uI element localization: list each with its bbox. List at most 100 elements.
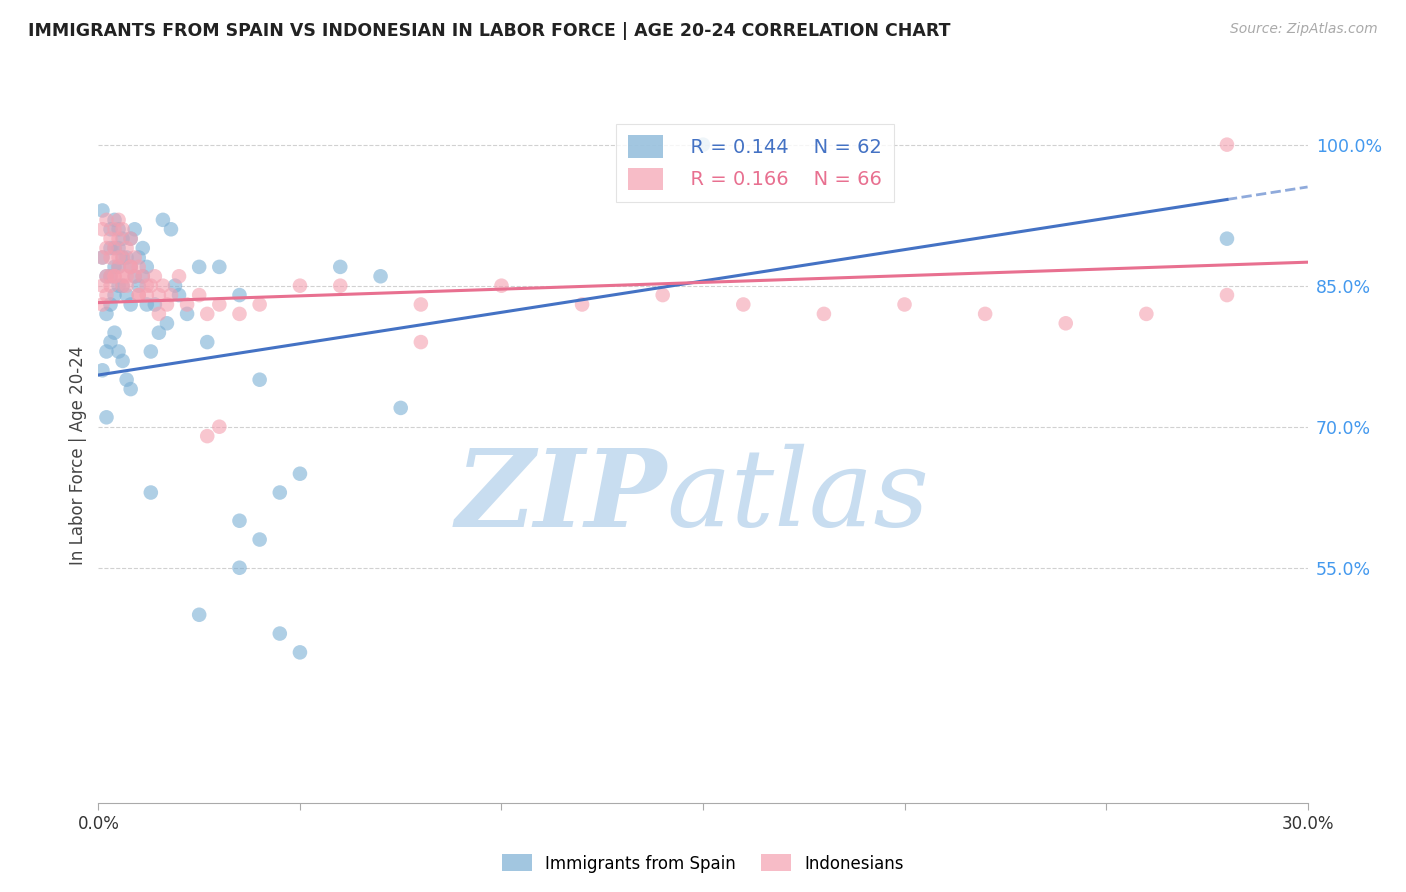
Point: [96, 410, 118, 425]
Point: [107, 260, 129, 274]
Point: [249, 373, 271, 387]
Point: [409, 335, 432, 350]
Point: [692, 137, 714, 152]
Point: [107, 251, 129, 265]
Point: [148, 326, 170, 340]
Point: [148, 288, 170, 302]
Point: [269, 485, 291, 500]
Point: [1054, 316, 1077, 330]
Point: [167, 269, 190, 284]
Point: [91, 203, 114, 218]
Point: [128, 251, 150, 265]
Point: [107, 232, 129, 246]
Point: [115, 241, 138, 255]
Point: [188, 607, 211, 622]
Point: [103, 269, 125, 284]
Text: Source: ZipAtlas.com: Source: ZipAtlas.com: [1230, 22, 1378, 37]
Point: [103, 288, 125, 302]
Point: [120, 297, 142, 311]
Point: [208, 260, 231, 274]
Point: [96, 241, 118, 255]
Point: [111, 222, 134, 236]
Point: [148, 307, 170, 321]
Point: [107, 212, 129, 227]
Point: [974, 307, 997, 321]
Point: [120, 260, 142, 274]
Point: [100, 335, 122, 350]
Point: [139, 278, 162, 293]
Point: [103, 222, 125, 236]
Point: [195, 429, 218, 443]
Point: [100, 269, 122, 284]
Point: [115, 373, 138, 387]
Point: [160, 288, 183, 302]
Point: [329, 278, 352, 293]
Point: [139, 344, 162, 359]
Point: [269, 626, 291, 640]
Point: [132, 269, 155, 284]
Point: [208, 419, 231, 434]
Point: [156, 316, 179, 330]
Point: [103, 241, 125, 255]
Point: [733, 297, 755, 311]
Point: [389, 401, 412, 415]
Text: atlas: atlas: [666, 444, 929, 549]
Point: [100, 278, 122, 293]
Point: [111, 354, 134, 368]
Point: [152, 278, 174, 293]
Point: [107, 278, 129, 293]
Point: [132, 241, 155, 255]
Point: [188, 260, 211, 274]
Point: [160, 222, 183, 236]
Point: [100, 232, 122, 246]
Point: [103, 212, 125, 227]
Point: [111, 251, 134, 265]
Point: [195, 307, 218, 321]
Point: [893, 297, 915, 311]
Point: [120, 382, 142, 396]
Point: [120, 232, 142, 246]
Legend:   R = 0.144    N = 62,   R = 0.166    N = 66: R = 0.144 N = 62, R = 0.166 N = 66: [616, 124, 894, 202]
Point: [188, 288, 211, 302]
Point: [128, 260, 150, 274]
Point: [107, 241, 129, 255]
Point: [288, 467, 311, 481]
Point: [128, 288, 150, 302]
Point: [96, 344, 118, 359]
Point: [103, 269, 125, 284]
Point: [195, 335, 218, 350]
Point: [100, 222, 122, 236]
Point: [176, 307, 198, 321]
Point: [91, 297, 114, 311]
Point: [152, 212, 174, 227]
Point: [115, 278, 138, 293]
Point: [100, 269, 122, 284]
Point: [124, 251, 146, 265]
Point: [1216, 288, 1239, 302]
Point: [329, 260, 352, 274]
Point: [288, 645, 311, 659]
Point: [228, 288, 250, 302]
Point: [111, 251, 134, 265]
Point: [228, 560, 250, 574]
Point: [96, 212, 118, 227]
Point: [115, 269, 138, 284]
Point: [135, 260, 157, 274]
Point: [91, 222, 114, 236]
Point: [96, 288, 118, 302]
Point: [111, 278, 134, 293]
Point: [115, 288, 138, 302]
Point: [111, 232, 134, 246]
Point: [103, 326, 125, 340]
Point: [91, 278, 114, 293]
Point: [111, 269, 134, 284]
Point: [167, 288, 190, 302]
Point: [128, 288, 150, 302]
Point: [120, 232, 142, 246]
Point: [120, 260, 142, 274]
Point: [124, 269, 146, 284]
Point: [96, 269, 118, 284]
Point: [128, 278, 150, 293]
Point: [228, 514, 250, 528]
Point: [135, 278, 157, 293]
